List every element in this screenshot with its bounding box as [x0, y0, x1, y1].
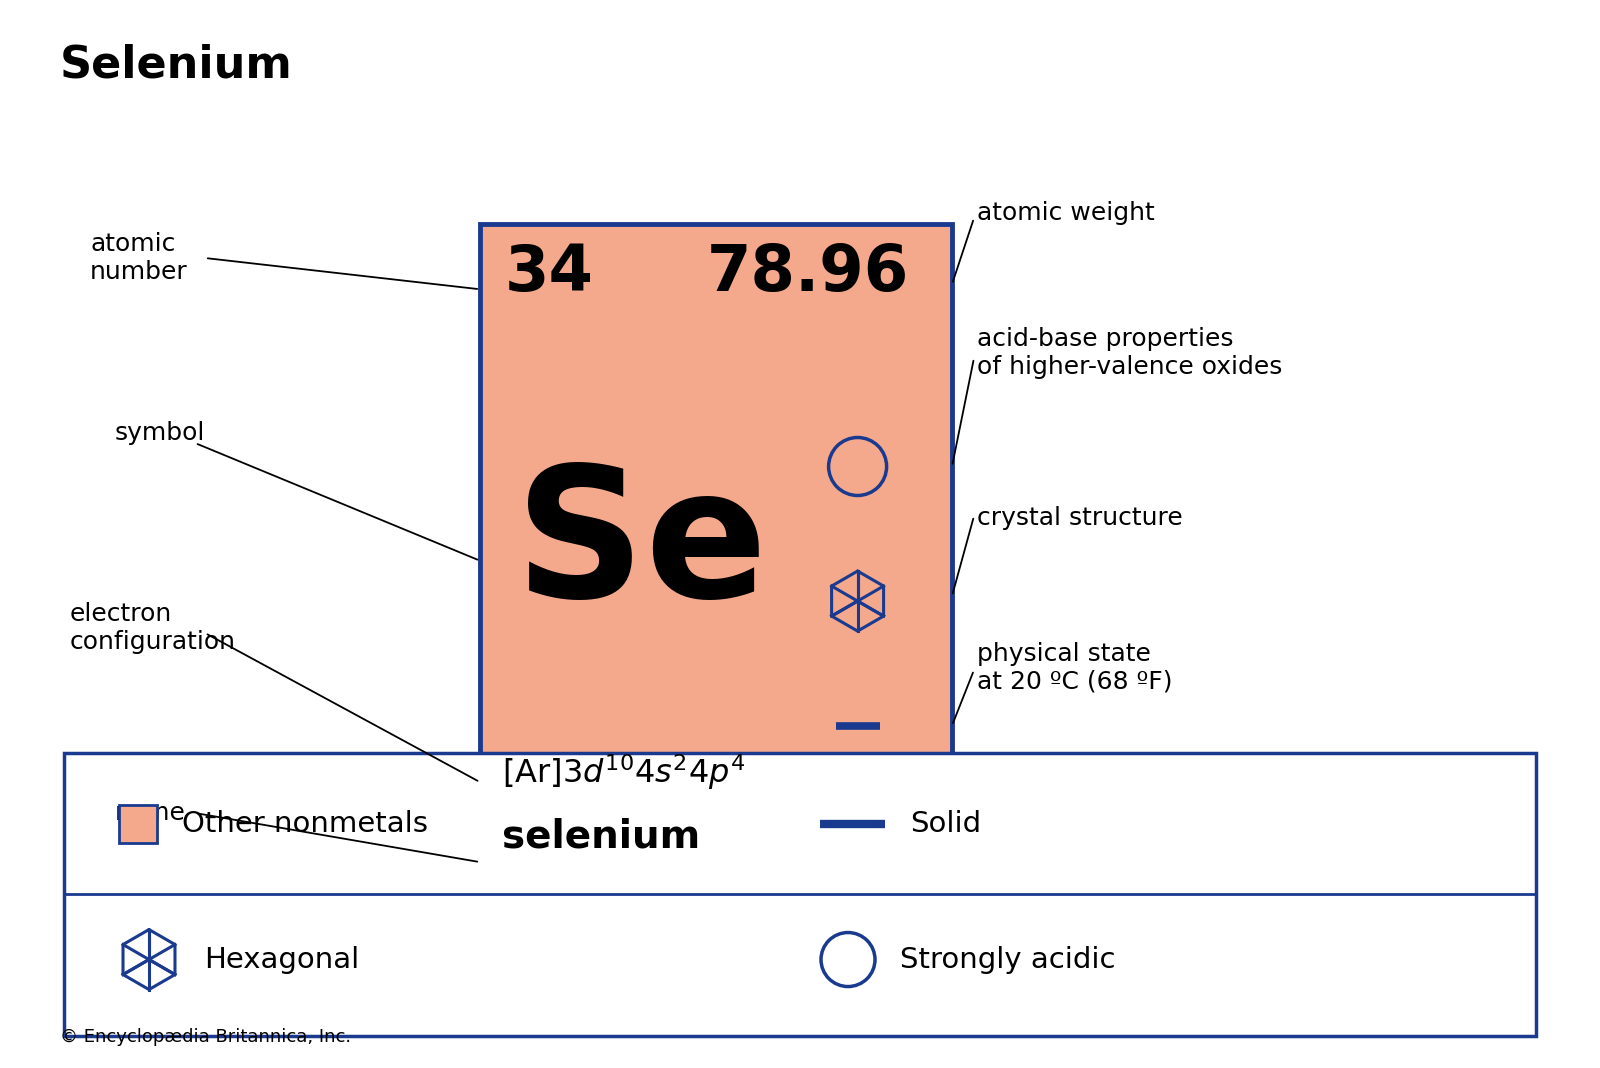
Text: Strongly acidic: Strongly acidic	[899, 945, 1115, 974]
Text: Se: Se	[515, 459, 768, 635]
Text: symbol: symbol	[115, 421, 205, 445]
Circle shape	[821, 932, 875, 987]
Text: 78.96: 78.96	[707, 242, 909, 304]
Text: Selenium: Selenium	[61, 43, 293, 87]
Text: physical state
at 20 ºC (68 ºF): physical state at 20 ºC (68 ºF)	[978, 642, 1173, 694]
Text: 34: 34	[506, 242, 594, 304]
Text: electron
configuration: electron configuration	[70, 602, 237, 654]
Text: Hexagonal: Hexagonal	[205, 945, 360, 974]
Text: atomic
number: atomic number	[90, 232, 187, 284]
Text: $\mathrm{[Ar]3}d^{10}\mathrm{4}s^{2}\mathrm{4}p^{4}$: $\mathrm{[Ar]3}d^{10}\mathrm{4}s^{2}\mat…	[502, 753, 746, 792]
Text: Solid: Solid	[910, 810, 981, 837]
Text: atomic weight: atomic weight	[978, 201, 1155, 225]
Text: crystal structure: crystal structure	[978, 506, 1182, 530]
Circle shape	[829, 438, 886, 496]
Text: © Encyclopædia Britannica, Inc.: © Encyclopædia Britannica, Inc.	[61, 1028, 350, 1046]
Text: Other nonmetals: Other nonmetals	[182, 810, 429, 837]
Bar	[118, 804, 157, 843]
Text: selenium: selenium	[502, 817, 701, 855]
Text: name: name	[115, 801, 186, 824]
Bar	[64, 753, 1536, 1036]
Text: acid-base properties
of higher-valence oxides: acid-base properties of higher-valence o…	[978, 327, 1282, 379]
Bar	[480, 224, 952, 897]
